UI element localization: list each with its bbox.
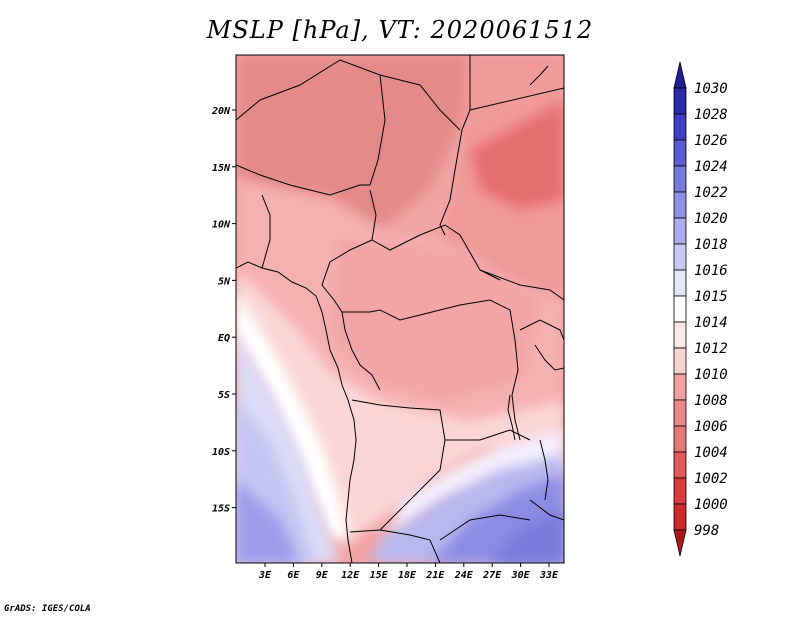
lat-tick-label: 10S (212, 447, 230, 458)
pressure-zone-1014 (236, 290, 352, 540)
colorbar-label: 1010 (694, 367, 728, 383)
lake-tanganyika (507, 394, 516, 441)
lon-tick-label: 30E (511, 570, 531, 581)
colorbar-box (673, 113, 687, 141)
country-borders (236, 55, 564, 563)
colorbar-cap-low (673, 529, 687, 557)
lat-tick-label: 15S (212, 504, 230, 515)
border-zambia (445, 429, 531, 441)
pressure-zone-1006 (470, 100, 564, 210)
pressure-zone-1020 (236, 480, 300, 563)
colorbar-label: 1004 (694, 445, 728, 461)
lon-tick-label: 18E (398, 570, 417, 581)
lon-tick-label: 6E (287, 570, 300, 581)
colorbar-label: 1016 (694, 263, 728, 279)
lon-tick-label: 9E (316, 570, 329, 581)
colorbar-box (673, 295, 687, 323)
border-north-1 (236, 59, 461, 131)
lon-tick-label: 27E (482, 570, 502, 581)
border-north-3 (449, 55, 471, 201)
border-north-2 (369, 74, 386, 186)
pressure-field (236, 55, 564, 563)
colorbar-label: 1028 (694, 107, 728, 123)
lat-tick-label: 15N (212, 163, 231, 174)
lat-tick-label: 10N (212, 220, 231, 231)
border-congo (341, 311, 381, 391)
colorbar-label: 1000 (694, 497, 728, 513)
border-namibia (379, 529, 441, 563)
colorbar-box (673, 503, 687, 531)
colorbar-label: 1002 (694, 471, 728, 487)
border-drc-east (509, 309, 521, 441)
lon-tick-label: 15E (370, 570, 389, 581)
colorbar-box (673, 451, 687, 479)
lat-tick-label: 5S (218, 390, 230, 401)
border-botswana (439, 514, 531, 541)
colorbar-box (673, 165, 687, 193)
colorbar-box (673, 87, 687, 115)
colorbar-label: 998 (694, 523, 719, 539)
colorbar-label: 1014 (694, 315, 728, 331)
border-angola-north (351, 399, 446, 441)
colorbar-label: 1006 (694, 419, 728, 435)
border-west-sahel (236, 164, 370, 196)
colorbar-label: 1024 (694, 159, 728, 175)
pressure-zone-1010-inland (330, 240, 540, 400)
colorbar-label: 1015 (694, 289, 728, 305)
lon-tick-label: 3E (258, 570, 272, 581)
colorbar-box (673, 191, 687, 219)
lon-tick-label: 24E (454, 570, 474, 581)
border-kenya (534, 344, 564, 371)
colorbar: 1030 1028 1026 1024 1022 1020 1018 1016 1015 1014… (673, 61, 728, 557)
map-title: MSLP [hPa], VT: 2020061512 (206, 16, 594, 44)
west-coastline (236, 261, 357, 563)
longitude-axis: 3E 6E 9E 12E 15E 18E 21E 24E 27E 30E 33E (258, 563, 559, 581)
colorbar-label: 1022 (694, 185, 728, 201)
lat-tick-label: 20N (211, 106, 231, 117)
border-east-lakes (519, 319, 564, 341)
pressure-zone-1024 (490, 510, 564, 563)
colorbar-box (673, 269, 687, 297)
lat-tick-label: 5N (218, 276, 231, 287)
lake-malawi (539, 439, 549, 501)
colorbar-label: 1030 (694, 81, 728, 97)
latitude-axis: 20N 15N 10N 5N EQ 5S 10S 15S (211, 106, 236, 515)
border-nigeria-1 (261, 194, 271, 269)
colorbar-label: 1008 (694, 393, 728, 409)
colorbar-label: 1026 (694, 133, 728, 149)
colorbar-box (673, 399, 687, 427)
border-drc-north (379, 299, 511, 321)
border-angola-south (349, 439, 446, 533)
mozambique-border (529, 499, 564, 521)
colorbar-box (673, 217, 687, 245)
colorbar-box (673, 477, 687, 505)
red-sea-coast (529, 65, 549, 86)
colorbar-box (673, 139, 687, 167)
colorbar-label: 1018 (694, 237, 728, 253)
colorbar-label: 1012 (694, 341, 728, 357)
footer-credit: GrADS: IGES/COLA (4, 604, 91, 614)
border-chad-sudan (439, 199, 451, 236)
border-sudan (469, 87, 564, 111)
lon-tick-label: 12E (341, 570, 360, 581)
colorbar-box (673, 321, 687, 349)
border-nigeria-2 (321, 189, 377, 286)
lat-tick-label: EQ (218, 333, 230, 344)
colorbar-box (673, 347, 687, 375)
map-frame (235, 54, 565, 564)
colorbar-label: 1020 (694, 211, 728, 227)
colorbar-box (673, 373, 687, 401)
colorbar-box (673, 425, 687, 453)
border-south-sudan (479, 269, 564, 301)
lon-tick-label: 21E (425, 570, 445, 581)
colorbar-box (673, 243, 687, 271)
lon-tick-label: 33E (539, 570, 559, 581)
colorbar-cap-high (673, 61, 687, 89)
